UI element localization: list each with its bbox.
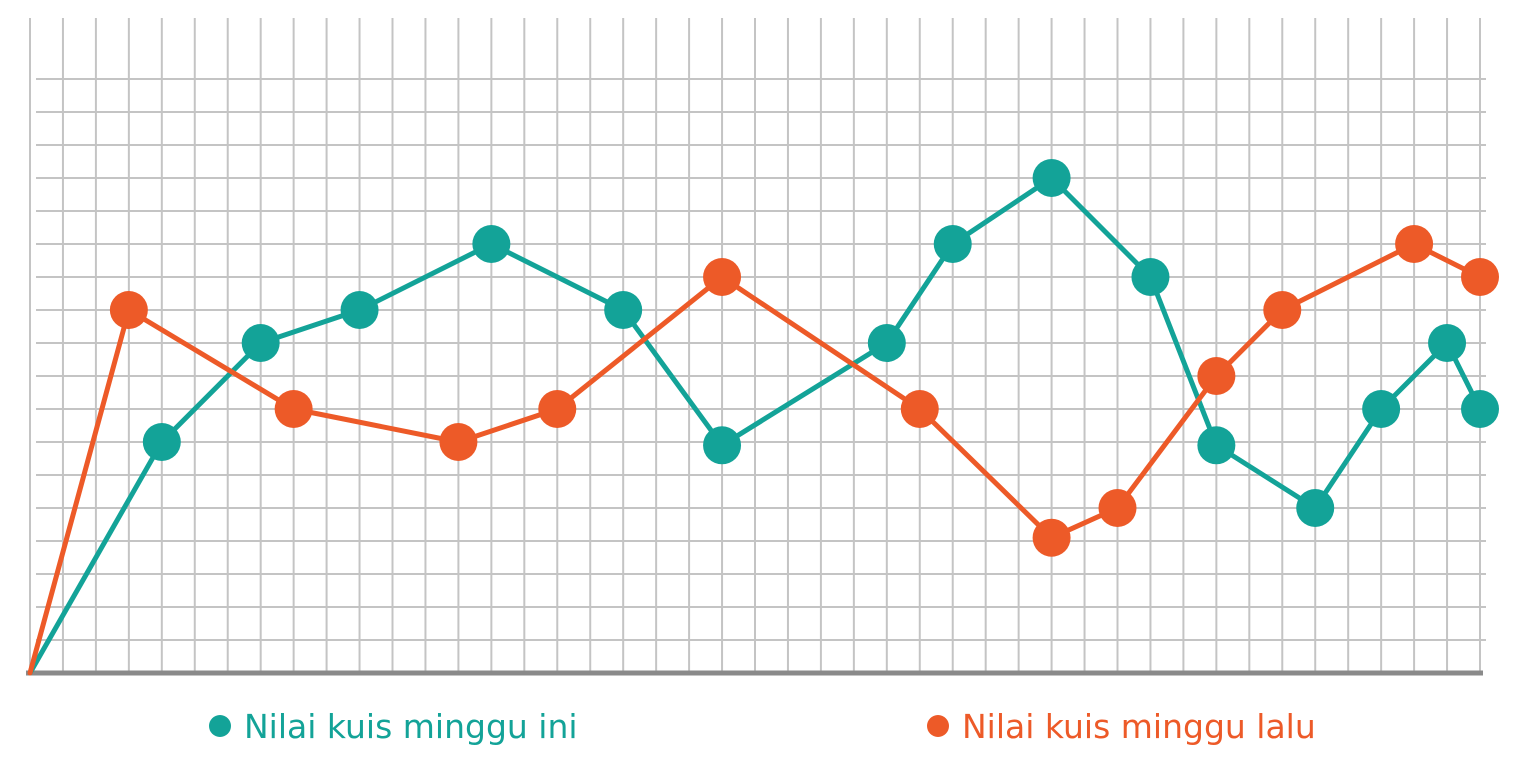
series-layer [27, 159, 1499, 676]
data-point[interactable] [867, 324, 906, 362]
legend-marker-last-week [927, 715, 949, 737]
series-last-week [27, 225, 1499, 676]
data-point[interactable] [1131, 258, 1170, 296]
data-point[interactable] [142, 423, 181, 461]
data-point[interactable] [933, 225, 972, 263]
data-point[interactable] [1032, 518, 1071, 557]
data-point[interactable] [538, 390, 577, 428]
data-point[interactable] [703, 258, 742, 296]
legend-item-this-week[interactable]: Nilai kuis minggu ini [209, 707, 578, 746]
data-point[interactable] [1395, 225, 1434, 263]
data-point[interactable] [1296, 489, 1335, 527]
legend: Nilai kuis minggu ini Nilai kuis minggu … [209, 707, 1316, 746]
data-point[interactable] [604, 291, 643, 329]
data-point[interactable] [1461, 390, 1499, 428]
legend-marker-this-week [209, 715, 231, 737]
data-point[interactable] [340, 291, 379, 329]
series-line [27, 175, 1483, 676]
data-point[interactable] [1197, 357, 1236, 395]
data-point[interactable] [900, 390, 939, 428]
data-point[interactable] [1263, 291, 1302, 329]
legend-item-last-week[interactable]: Nilai kuis minggu lalu [927, 707, 1316, 746]
data-point[interactable] [439, 423, 478, 461]
series-this-week [27, 159, 1499, 676]
data-point[interactable] [703, 426, 742, 465]
grid [29, 18, 1486, 673]
data-point[interactable] [1032, 159, 1071, 197]
data-point[interactable] [1428, 324, 1467, 362]
data-point[interactable] [1197, 426, 1236, 465]
data-point[interactable] [1362, 390, 1401, 428]
legend-label-last-week: Nilai kuis minggu lalu [962, 707, 1316, 746]
data-point[interactable] [241, 324, 280, 362]
data-point[interactable] [1098, 489, 1137, 527]
legend-label-this-week: Nilai kuis minggu ini [244, 707, 578, 746]
data-point[interactable] [1461, 258, 1499, 296]
data-point[interactable] [472, 225, 511, 263]
data-point[interactable] [274, 390, 313, 428]
data-point[interactable] [109, 291, 148, 329]
